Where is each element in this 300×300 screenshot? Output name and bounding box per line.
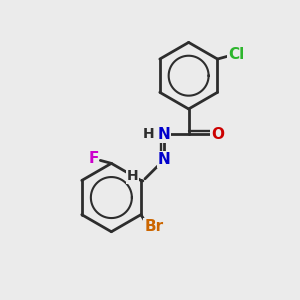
Text: Br: Br xyxy=(144,219,163,234)
Text: H: H xyxy=(127,169,138,184)
Text: N: N xyxy=(158,152,171,167)
Text: Cl: Cl xyxy=(228,47,244,62)
Text: F: F xyxy=(88,152,99,166)
Text: H: H xyxy=(143,127,154,141)
Text: N: N xyxy=(157,127,170,142)
Text: O: O xyxy=(211,127,224,142)
